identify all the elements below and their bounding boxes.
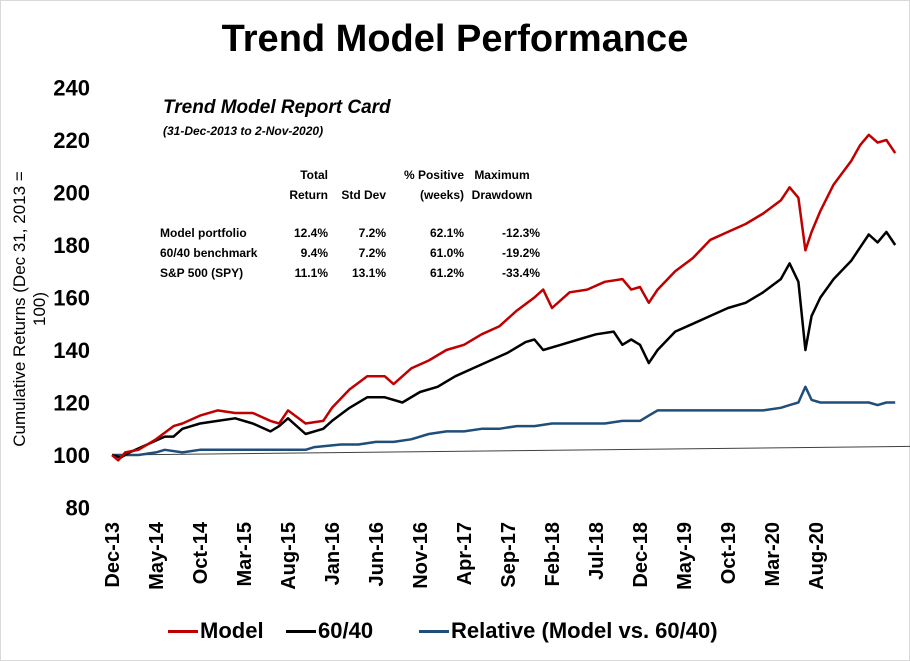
- chart-legend: Model 60/40 Relative (Model vs. 60/40): [0, 618, 910, 648]
- row-value: 62.1%: [429, 226, 464, 240]
- y-tick-label: 80: [66, 496, 90, 521]
- row-value: 7.2%: [358, 226, 386, 240]
- header-cell: (weeks): [419, 188, 464, 202]
- x-tick-label: Mar-15: [234, 522, 256, 586]
- y-tick-label: 140: [53, 338, 90, 363]
- x-tick-label: Aug-20: [806, 522, 828, 590]
- report-card-table: Total % Positive Maximum Return Std Dev …: [160, 165, 540, 283]
- y-tick-label: 220: [53, 128, 90, 153]
- y-tick-label: 240: [53, 76, 90, 101]
- report-card-title: Trend Model Report Card: [163, 97, 391, 118]
- header-cell: Maximum: [474, 168, 530, 182]
- y-tick-label: 120: [53, 391, 90, 416]
- series-line-relative: [112, 385, 896, 457]
- row-value: -33.4%: [501, 266, 540, 280]
- row-value: 13.1%: [351, 266, 386, 280]
- legend-label: Model: [200, 618, 264, 643]
- legend-swatch: [286, 629, 316, 633]
- report-card-subtitle: (31-Dec-2013 to 2-Nov-2020): [163, 124, 324, 138]
- y-tick-label: 160: [53, 286, 90, 311]
- x-tick-label: Oct-14: [190, 521, 212, 584]
- row-value: -12.3%: [501, 226, 540, 240]
- row-value: 61.2%: [429, 266, 464, 280]
- row-value: 9.4%: [300, 246, 328, 260]
- row-label: Model portfolio: [160, 226, 247, 240]
- row-value: 7.2%: [358, 246, 386, 260]
- header-cell: Total: [300, 168, 328, 182]
- header-cell: % Positive: [403, 168, 464, 182]
- x-tick-label: Sep-17: [498, 522, 520, 588]
- header-cell: [160, 185, 280, 205]
- report-card-header-row: Total % Positive Maximum: [160, 165, 540, 185]
- report-card-row: S&P 500 (SPY) 11.1% 13.1% 61.2% -33.4%: [160, 263, 540, 283]
- x-tick-label: Nov-16: [410, 522, 432, 589]
- chart-title: Trend Model Performance: [221, 18, 689, 60]
- x-tick-label: Aug-15: [278, 522, 300, 590]
- legend-item-relative: Relative (Model vs. 60/40): [419, 618, 718, 644]
- trend-line: [111, 445, 910, 456]
- legend-label: 60/40: [318, 618, 374, 643]
- header-cell: [160, 165, 280, 185]
- series-line-model: [111, 133, 897, 462]
- x-tick-label: Oct-19: [718, 522, 740, 584]
- legend-swatch: [419, 629, 449, 633]
- report-card-row: 60/40 benchmark 9.4% 7.2% 61.0% -19.2%: [160, 243, 540, 263]
- x-tick-label: Jun-16: [366, 522, 388, 586]
- header-cell: [328, 165, 386, 185]
- y-tick-label: 200: [53, 181, 90, 206]
- report-card-header-row: Return Std Dev (weeks) Drawdown: [160, 185, 540, 205]
- y-tick-label: 100: [53, 443, 90, 468]
- header-cell: Std Dev: [341, 188, 386, 202]
- series-line-60-40: [111, 230, 897, 459]
- legend-swatch: [168, 629, 198, 633]
- x-tick-label: Mar-20: [762, 522, 784, 586]
- legend-item-model: Model: [168, 618, 264, 644]
- x-tick-label: May-19: [674, 522, 696, 590]
- x-tick-label: Feb-18: [542, 522, 564, 586]
- row-value: 11.1%: [294, 266, 328, 280]
- x-tick-label: Dec-18: [630, 522, 652, 588]
- x-tick-label: Jan-16: [322, 522, 344, 585]
- row-value: 12.4%: [293, 226, 328, 240]
- header-cell: Return: [289, 188, 328, 202]
- legend-label: Relative (Model vs. 60/40): [451, 618, 718, 643]
- y-tick-label: 180: [53, 233, 90, 258]
- row-label: S&P 500 (SPY): [160, 266, 244, 280]
- x-tick-label: May-14: [146, 521, 168, 590]
- x-tick-label: Apr-17: [454, 522, 476, 585]
- legend-item-60-40: 60/40: [286, 618, 373, 644]
- x-tick-label: Dec-13: [102, 522, 124, 588]
- row-value: -19.2%: [501, 246, 540, 260]
- row-value: 61.0%: [429, 246, 464, 260]
- x-tick-label: Jul-18: [586, 522, 608, 580]
- report-card-row: Model portfolio 12.4% 7.2% 62.1% -12.3%: [160, 223, 540, 243]
- row-label: 60/40 benchmark: [160, 246, 258, 260]
- header-cell: Drawdown: [471, 188, 533, 202]
